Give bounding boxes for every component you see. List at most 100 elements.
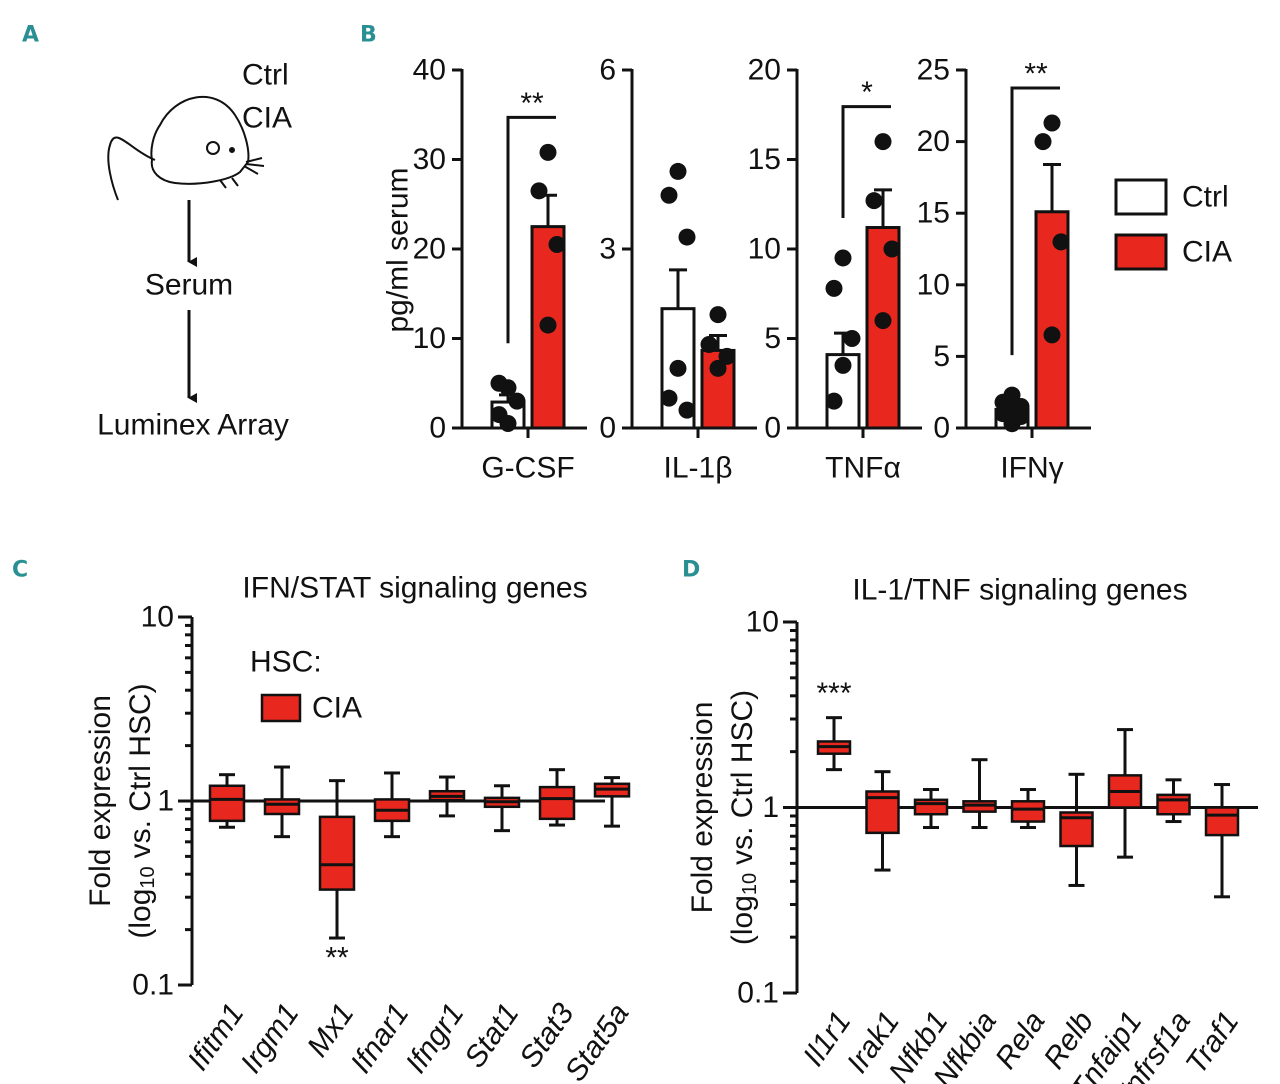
diagram-label: Ctrl: [242, 59, 289, 92]
y-axis-label-line: vs. Ctrl HSC): [124, 683, 157, 858]
y-tick-label: 0: [764, 412, 781, 445]
data-point: [709, 359, 727, 377]
y-axis-label-line: (log: [726, 895, 759, 945]
legend-swatch: [1114, 178, 1168, 216]
y-tick-label: 5: [764, 322, 781, 355]
y-tick-label: 20: [413, 233, 446, 266]
y-tick-label: 30: [413, 143, 446, 176]
y-tick-label: 15: [917, 197, 950, 230]
data-point: [1052, 233, 1070, 251]
y-tick-label: 20: [917, 125, 950, 158]
data-point: [718, 347, 736, 365]
y-axis-label-line: Fold expression: [84, 695, 117, 907]
mouse: [107, 96, 265, 201]
data-point: [539, 143, 557, 161]
data-point: [825, 279, 843, 297]
y-tick-label: 0: [933, 412, 950, 445]
y-tick-label: 0: [599, 412, 616, 445]
y-tick-label: 10: [746, 606, 779, 639]
x-tick-label: Ifnar1: [344, 998, 415, 1080]
data-point: [874, 312, 892, 330]
y-tick-label: 0.1: [737, 977, 779, 1010]
box: [208, 784, 246, 823]
y-axis-label: pg/ml serum: [382, 167, 415, 332]
y-tick-label: 1: [762, 791, 779, 824]
significance-label: **: [520, 87, 544, 120]
data-point: [530, 182, 548, 200]
y-axis-label: Fold expression(log10 vs. Ctrl HSC): [686, 690, 762, 945]
y-tick-label: 20: [748, 54, 781, 87]
x-tick-label: Stat1: [458, 998, 525, 1074]
y-tick-label: 10: [917, 268, 950, 301]
y-tick-label: 10: [141, 601, 174, 634]
y-tick-label: 40: [413, 54, 446, 87]
data-point: [834, 356, 852, 374]
legend-label: CIA: [312, 692, 362, 725]
data-point: [660, 389, 678, 407]
y-axis-label-line: (log: [124, 889, 157, 939]
y-tick-label: 10: [748, 233, 781, 266]
y-axis-label-sub: 10: [137, 866, 159, 888]
box: [913, 798, 949, 816]
y-axis-label-line: Fold expression: [686, 702, 719, 914]
box: [1156, 793, 1191, 816]
data-point: [539, 316, 557, 334]
diagram-label: CIA: [242, 102, 292, 135]
box: [1204, 806, 1240, 837]
data-point: [883, 240, 901, 258]
data-point: [669, 359, 687, 377]
legend-label: Ctrl: [1182, 181, 1229, 214]
panel-label: B: [360, 23, 377, 48]
legend-swatch: [1114, 233, 1168, 271]
data-point: [1043, 326, 1061, 344]
x-tick-label: Irgm1: [234, 998, 305, 1080]
chart-title: IFN/STAT signaling genes: [242, 572, 587, 605]
data-point: [1034, 133, 1052, 151]
x-axis-label: TNFα: [825, 452, 901, 485]
data-point: [669, 162, 687, 180]
y-tick-label: 1: [157, 785, 174, 818]
data-point: [490, 406, 508, 424]
legend-label: CIA: [1182, 236, 1232, 269]
significance-label: ***: [816, 677, 851, 710]
x-tick-label: Ifngr1: [399, 998, 470, 1080]
diagram-step: Serum: [145, 269, 233, 302]
y-axis-label: Fold expression(log10 vs. Ctrl HSC): [84, 683, 160, 938]
data-point: [709, 306, 727, 324]
x-tick-label: Rela: [989, 1006, 1051, 1075]
y-tick-label: 10: [413, 322, 446, 355]
significance-bracket: [506, 115, 556, 344]
data-point: [490, 374, 508, 392]
data-point: [874, 133, 892, 151]
chart-title: IL-1/TNF signaling genes: [852, 574, 1187, 607]
data-point: [660, 186, 678, 204]
data-point: [865, 192, 883, 210]
box: [1010, 800, 1046, 823]
data-point: [508, 392, 526, 410]
significance-label: *: [861, 76, 873, 109]
significance-label: **: [325, 942, 349, 975]
legend-title: HSC:: [250, 646, 322, 679]
y-tick-label: 6: [599, 54, 616, 87]
data-point: [1003, 415, 1021, 433]
diagram-step: Luminex Array: [97, 409, 289, 442]
significance-label: **: [1024, 57, 1048, 90]
data-point: [700, 335, 718, 353]
data-point: [834, 249, 852, 267]
y-tick-label: 5: [933, 340, 950, 373]
data-point: [548, 236, 566, 254]
y-axis-label-sub: 10: [739, 873, 761, 895]
y-tick-label: 0: [429, 412, 446, 445]
data-point: [678, 401, 696, 419]
box: [263, 798, 301, 816]
x-axis-label: IFNγ: [1000, 452, 1063, 485]
x-tick-label: Traf1: [1180, 1006, 1246, 1080]
y-tick-label: 25: [917, 54, 950, 87]
y-tick-label: 15: [748, 143, 781, 176]
panel-label: C: [12, 558, 28, 583]
x-axis-label: G-CSF: [481, 452, 574, 485]
significance-bracket: [1010, 86, 1060, 356]
box: [318, 815, 356, 891]
data-point: [678, 228, 696, 246]
